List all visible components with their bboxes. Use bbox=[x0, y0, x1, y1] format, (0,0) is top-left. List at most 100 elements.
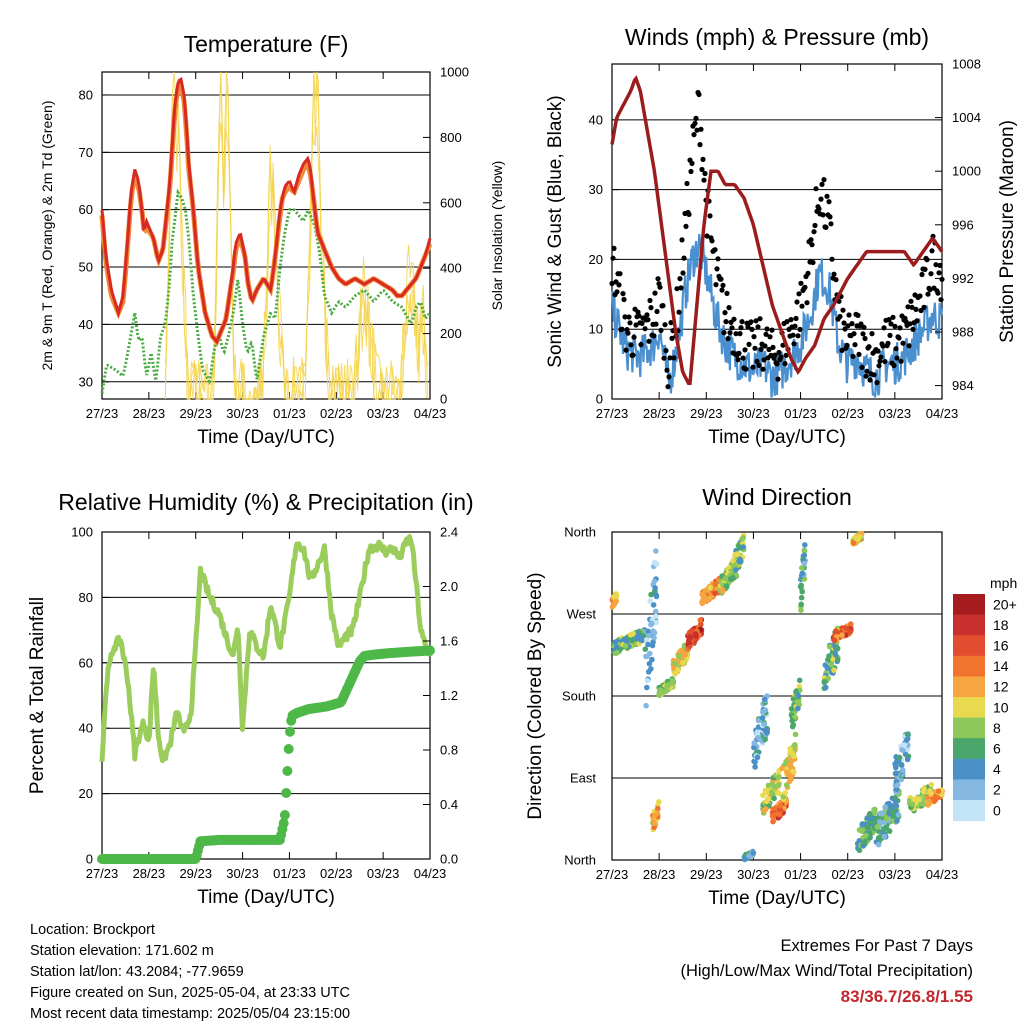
direction-point bbox=[935, 788, 942, 794]
gust-point bbox=[844, 342, 850, 348]
direction-point bbox=[621, 636, 628, 643]
gust-point bbox=[668, 320, 674, 326]
gust-point bbox=[936, 270, 942, 276]
direction-point bbox=[925, 802, 931, 808]
solar-line bbox=[164, 71, 429, 400]
gust-point bbox=[723, 319, 729, 325]
direction-point bbox=[901, 742, 908, 748]
direction-point bbox=[686, 639, 692, 645]
gust-point bbox=[894, 355, 900, 361]
direction-point bbox=[770, 818, 776, 825]
direction-point bbox=[764, 789, 770, 796]
y-tick-label: West bbox=[567, 607, 597, 622]
direction-point bbox=[656, 692, 663, 699]
gust-point bbox=[684, 180, 690, 187]
direction-point bbox=[826, 643, 833, 650]
gust-point bbox=[845, 323, 851, 329]
gust-point bbox=[712, 247, 718, 253]
gust-point bbox=[772, 352, 778, 358]
gust-point bbox=[813, 186, 819, 192]
direction-point bbox=[785, 770, 791, 777]
gust-point bbox=[802, 284, 808, 290]
direction-point bbox=[657, 687, 663, 694]
legend-swatch bbox=[953, 717, 985, 739]
gust-point bbox=[764, 326, 770, 332]
plot-frame bbox=[611, 63, 943, 400]
gust-point bbox=[837, 313, 843, 320]
gust-point bbox=[628, 342, 634, 348]
gust-point bbox=[698, 126, 704, 132]
gust-point bbox=[750, 364, 756, 370]
gust-point bbox=[900, 340, 906, 346]
gust-point bbox=[681, 255, 687, 261]
y-tick-label: 30 bbox=[589, 182, 603, 197]
chart-title: Wind Direction bbox=[702, 484, 852, 510]
gust-point bbox=[726, 305, 732, 311]
y-tick-label: 50 bbox=[79, 260, 93, 275]
gust-point bbox=[866, 344, 872, 350]
direction-point bbox=[894, 782, 901, 788]
x-tick-label: 27/23 bbox=[86, 406, 119, 421]
direction-point bbox=[798, 601, 804, 608]
x-axis-label: Time (Day/UTC) bbox=[197, 427, 335, 448]
direction-point bbox=[770, 806, 776, 812]
direction-point bbox=[654, 810, 660, 816]
direction-point bbox=[834, 656, 841, 663]
direction-point bbox=[672, 660, 678, 667]
x-tick-label: 29/23 bbox=[690, 406, 723, 421]
direction-point bbox=[789, 768, 796, 775]
gust-point bbox=[933, 262, 939, 268]
gust-point bbox=[755, 324, 761, 330]
direction-point bbox=[675, 653, 682, 659]
direction-point bbox=[733, 567, 739, 573]
direction-point bbox=[899, 767, 906, 773]
y-tick-label: North bbox=[564, 525, 596, 540]
direction-point bbox=[669, 677, 676, 684]
direction-point bbox=[893, 770, 900, 777]
gust-point bbox=[713, 282, 719, 288]
gust-point bbox=[831, 271, 837, 277]
direction-point bbox=[879, 810, 885, 816]
legend-label: 6 bbox=[993, 741, 1001, 757]
extremes-subtitle: (High/Low/Max Wind/Total Precipitation) bbox=[680, 962, 973, 980]
gust-point bbox=[816, 206, 822, 212]
gust-point bbox=[798, 280, 804, 286]
x-tick-label: 27/23 bbox=[596, 406, 629, 421]
x-tick-label: 28/23 bbox=[643, 406, 676, 421]
gust-point bbox=[648, 305, 654, 311]
direction-point bbox=[655, 805, 661, 812]
y-right-tick-label: 992 bbox=[952, 271, 974, 286]
y-tick-label: 40 bbox=[79, 721, 93, 736]
figure-created: Figure created on Sun, 2025-05-04, at 23… bbox=[30, 985, 350, 1001]
direction-point bbox=[847, 628, 853, 635]
direction-point bbox=[671, 665, 677, 671]
direction-point bbox=[699, 600, 706, 607]
gust-point bbox=[859, 364, 865, 370]
gust-point bbox=[893, 346, 899, 352]
y-right-tick-label: 988 bbox=[952, 325, 974, 340]
sonic-wind-series bbox=[610, 233, 944, 398]
direction-point bbox=[759, 715, 766, 721]
gust-point bbox=[621, 296, 627, 303]
gust-point bbox=[697, 142, 703, 148]
gust-point bbox=[820, 212, 826, 218]
legend-swatch bbox=[953, 594, 985, 616]
gust-point bbox=[626, 314, 632, 320]
gust-point bbox=[707, 213, 713, 219]
x-tick-label: 30/23 bbox=[226, 866, 259, 881]
gust-point bbox=[753, 318, 759, 324]
direction-point bbox=[881, 833, 888, 840]
gust-point bbox=[840, 307, 846, 313]
x-axis-label: Time (Day/UTC) bbox=[708, 427, 846, 448]
gust-point bbox=[665, 384, 671, 390]
gust-point bbox=[770, 344, 776, 350]
gust-point bbox=[652, 290, 658, 296]
pressure-series bbox=[610, 75, 944, 385]
gust-point bbox=[636, 313, 642, 319]
gust-point bbox=[749, 326, 755, 332]
gust-point bbox=[657, 284, 663, 290]
y-right-tick-label: 1.2 bbox=[440, 688, 458, 703]
gust-point bbox=[694, 127, 700, 133]
direction-point bbox=[831, 667, 837, 673]
direction-point bbox=[763, 798, 770, 805]
